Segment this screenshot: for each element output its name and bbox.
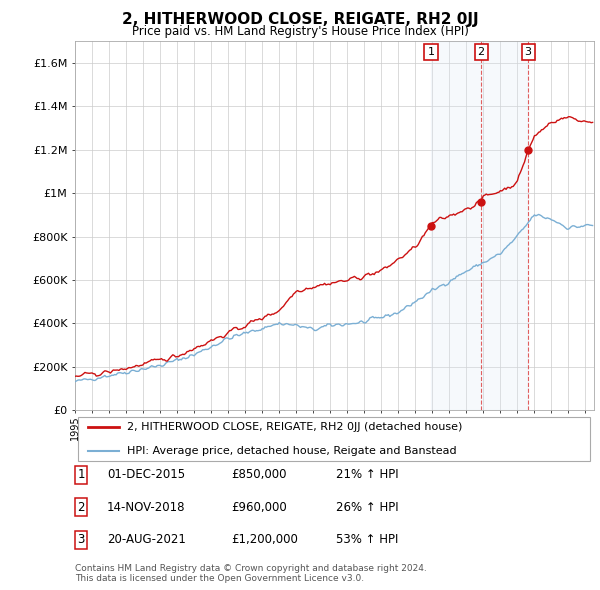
Text: 26% ↑ HPI: 26% ↑ HPI — [336, 501, 398, 514]
Text: £1,200,000: £1,200,000 — [231, 533, 298, 546]
Text: 3: 3 — [77, 533, 85, 546]
Text: HPI: Average price, detached house, Reigate and Banstead: HPI: Average price, detached house, Reig… — [127, 446, 457, 456]
Text: 3: 3 — [524, 47, 532, 57]
Text: 2, HITHERWOOD CLOSE, REIGATE, RH2 0JJ (detached house): 2, HITHERWOOD CLOSE, REIGATE, RH2 0JJ (d… — [127, 422, 462, 432]
Text: 21% ↑ HPI: 21% ↑ HPI — [336, 468, 398, 481]
Text: 53% ↑ HPI: 53% ↑ HPI — [336, 533, 398, 546]
Text: 1: 1 — [77, 468, 85, 481]
FancyBboxPatch shape — [77, 417, 590, 461]
Text: £960,000: £960,000 — [231, 501, 287, 514]
Text: 1: 1 — [427, 47, 434, 57]
Text: £850,000: £850,000 — [231, 468, 287, 481]
Text: 2, HITHERWOOD CLOSE, REIGATE, RH2 0JJ: 2, HITHERWOOD CLOSE, REIGATE, RH2 0JJ — [122, 12, 478, 27]
Text: 2: 2 — [77, 501, 85, 514]
Text: 14-NOV-2018: 14-NOV-2018 — [107, 501, 185, 514]
Text: Price paid vs. HM Land Registry's House Price Index (HPI): Price paid vs. HM Land Registry's House … — [131, 25, 469, 38]
Text: 20-AUG-2021: 20-AUG-2021 — [107, 533, 185, 546]
Text: 01-DEC-2015: 01-DEC-2015 — [107, 468, 185, 481]
Text: Contains HM Land Registry data © Crown copyright and database right 2024.
This d: Contains HM Land Registry data © Crown c… — [75, 563, 427, 583]
Bar — [431, 41, 528, 410]
Text: 2: 2 — [478, 47, 485, 57]
